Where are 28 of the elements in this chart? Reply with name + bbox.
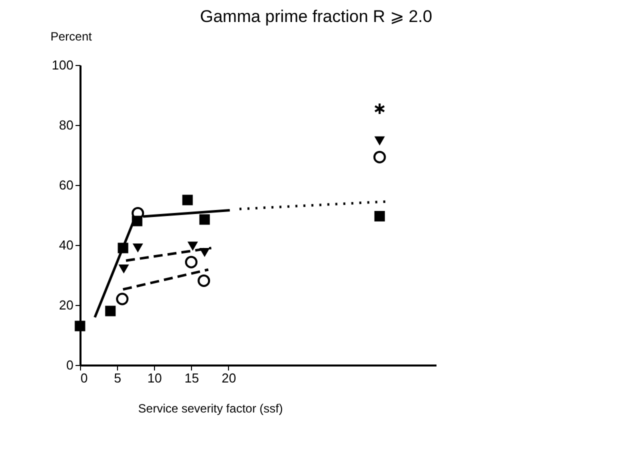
x-tick-label: 0 bbox=[80, 370, 88, 386]
y-tick-label: 100 bbox=[52, 58, 74, 72]
x-axis-title: Service severity factor (ssf) bbox=[138, 402, 283, 416]
y-axis-title: Percent bbox=[50, 30, 93, 44]
point bbox=[182, 194, 193, 206]
point bbox=[105, 306, 116, 316]
chart-title: Gamma prime fraction R ⩾ 2.0 bbox=[200, 7, 432, 26]
x-tick-label: 5 bbox=[114, 370, 122, 386]
point bbox=[374, 210, 385, 222]
y-tick-label: 60 bbox=[59, 178, 74, 192]
y-tick-label: 0 bbox=[66, 358, 74, 372]
point bbox=[374, 136, 385, 146]
point bbox=[116, 292, 129, 306]
point bbox=[373, 150, 386, 164]
x-tick-label: 20 bbox=[222, 370, 236, 386]
point bbox=[199, 214, 210, 225]
y-tick-label: 20 bbox=[59, 298, 74, 312]
x-tick-label: 15 bbox=[184, 370, 199, 386]
point bbox=[374, 102, 386, 116]
x-tick-label: 10 bbox=[147, 370, 162, 386]
point bbox=[118, 264, 129, 274]
point bbox=[198, 274, 210, 287]
y-tick-label: 40 bbox=[59, 238, 74, 252]
point bbox=[187, 242, 198, 251]
point bbox=[185, 256, 198, 268]
point bbox=[132, 243, 144, 253]
y-tick-label: 80 bbox=[59, 118, 74, 132]
point bbox=[74, 320, 86, 332]
